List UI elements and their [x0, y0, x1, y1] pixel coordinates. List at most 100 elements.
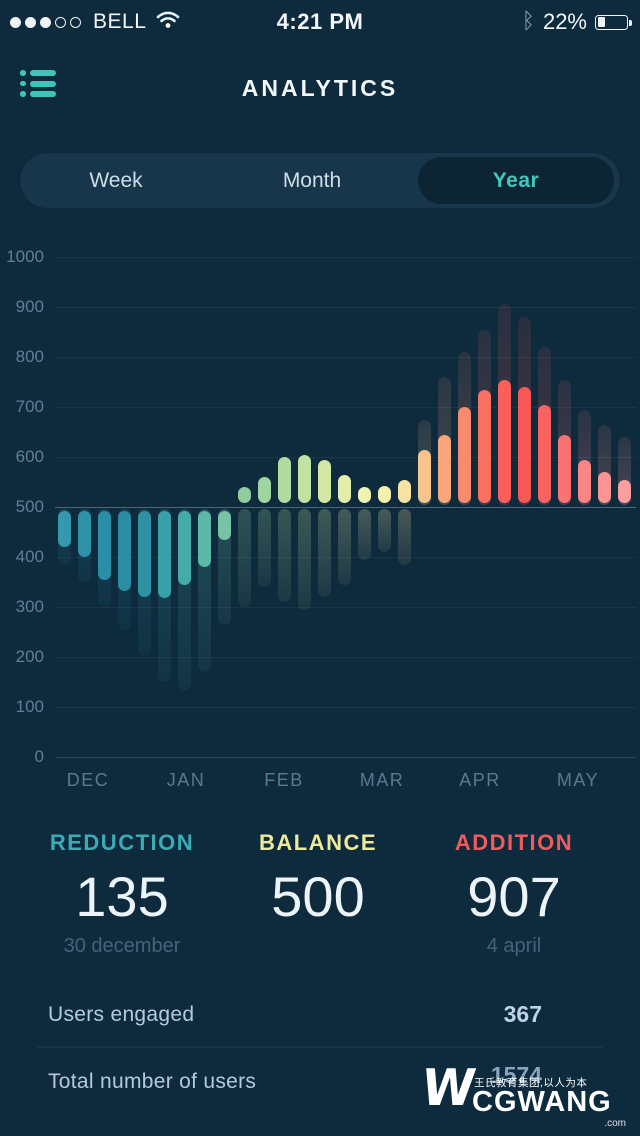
tab-month[interactable]: Month	[282, 168, 342, 192]
chart-bar	[97, 511, 111, 580]
x-axis-label: FEB	[264, 770, 304, 790]
y-axis-label: 600	[15, 447, 44, 466]
y-axis-label: 0	[34, 747, 44, 766]
signal-strength-icon	[10, 16, 81, 28]
chart-bar	[437, 434, 451, 503]
wifi-icon	[156, 11, 180, 34]
chart-bar	[197, 511, 211, 567]
users-engaged-value: 367	[503, 1001, 542, 1027]
y-axis-label: 500	[15, 497, 44, 516]
users-engaged-label: Users engaged	[48, 1003, 195, 1026]
chart-bar	[577, 459, 591, 503]
watermark: W 王氏教育集团,以人为本 CGWANG .com	[418, 1059, 632, 1132]
chart-bar	[597, 472, 611, 503]
battery-percent: 22%	[542, 9, 587, 34]
period-tabs: Week Month Year	[18, 151, 622, 210]
y-axis-label: 200	[15, 647, 44, 666]
x-axis-label: MAR	[359, 770, 405, 790]
total-users-value: 1574	[490, 1062, 542, 1088]
header: ANALYTICS	[0, 60, 640, 116]
stat-balance: BALANCE 500	[218, 830, 418, 935]
gridline	[55, 707, 636, 708]
chart-bar-ghost	[277, 509, 291, 602]
status-bar: BELL 4:21 PM ᛒ 22%	[0, 0, 640, 44]
chart-bar	[357, 487, 371, 503]
gridline	[55, 507, 636, 508]
chart-bar	[57, 511, 71, 547]
watermark-brand: CGWANG	[472, 1086, 612, 1118]
chart-bar-ghost	[357, 509, 371, 560]
chart-bar	[257, 477, 271, 503]
chart-bar	[277, 457, 291, 503]
stat-addition: ADDITION 907 4 april	[414, 830, 614, 958]
gridline	[55, 757, 636, 758]
menu-button[interactable]	[20, 70, 56, 106]
carrier-label: BELL	[93, 10, 147, 33]
x-axis-label: APR	[459, 770, 501, 790]
gridline	[55, 357, 636, 358]
chart-bar	[617, 479, 631, 503]
chart-bar	[117, 511, 131, 591]
gridline	[55, 307, 636, 308]
chart-bar	[397, 479, 411, 503]
chart-bar	[377, 486, 391, 503]
chart-bar-ghost	[297, 509, 311, 610]
x-axis-label: DEC	[66, 770, 110, 790]
gridline	[55, 607, 636, 608]
chart-bar	[217, 511, 231, 540]
total-users-label: Total number of users	[48, 1070, 257, 1093]
chart-bar	[537, 404, 551, 503]
chart-bar	[337, 474, 351, 503]
y-axis-label: 1000	[6, 247, 44, 266]
chart-bar	[177, 511, 191, 585]
chart-bar	[557, 434, 571, 503]
chart-bar	[497, 379, 511, 503]
watermark-domain: .com	[604, 1118, 626, 1129]
list-menu-icon	[20, 70, 56, 76]
stat-date: 30 december	[63, 935, 181, 957]
gridline	[55, 457, 636, 458]
gridline	[55, 657, 636, 658]
bluetooth-icon: ᛒ	[521, 9, 535, 34]
stat-label: REDUCTION	[49, 830, 195, 855]
analytics-bar-chart: 1000 900 800 700 600 500 400 300 200 100 0 DEC JAN FE…	[6, 247, 636, 790]
stat-value: 907	[467, 865, 561, 928]
x-axis-label: JAN	[166, 770, 206, 790]
gridline	[55, 557, 636, 558]
y-axis-label: 800	[15, 347, 44, 366]
chart-bar	[297, 454, 311, 503]
chart-bar-ghost	[257, 509, 271, 587]
y-axis-label: 700	[15, 397, 44, 416]
stat-value: 135	[75, 865, 169, 928]
gridline	[55, 257, 636, 258]
chart-bar	[77, 511, 91, 557]
y-axis-label: 400	[15, 547, 44, 566]
y-axis-label: 300	[15, 597, 44, 616]
chart-bar	[457, 407, 471, 503]
tab-year[interactable]: Year	[418, 157, 614, 204]
x-axis-label: MAY	[556, 770, 600, 790]
chart-bar	[417, 449, 431, 503]
battery-icon	[595, 14, 632, 30]
page-title: ANALYTICS	[241, 74, 399, 101]
chart-bar-ghost	[317, 509, 331, 597]
tab-week[interactable]: Week	[89, 168, 143, 192]
w-3d-logo-icon: W	[417, 1058, 480, 1118]
chart-bar	[137, 511, 151, 597]
chart-bar-ghost	[237, 509, 251, 607]
chart-bar	[317, 459, 331, 503]
watermark-tagline: 王氏教育集团,以人为本	[474, 1077, 588, 1089]
chart-bar-ghost	[337, 509, 351, 585]
chart-bar	[157, 511, 171, 598]
stat-label: ADDITION	[454, 830, 574, 855]
y-axis-label: 100	[15, 697, 44, 716]
y-axis-label: 900	[15, 297, 44, 316]
clock: 4:21 PM	[276, 9, 364, 34]
stat-label: BALANCE	[258, 830, 378, 855]
chart-bar	[517, 387, 531, 503]
gridline	[55, 407, 636, 408]
stat-date: 4 april	[486, 935, 542, 957]
stat-reduction: REDUCTION 135 30 december	[22, 830, 222, 958]
chart-bar	[477, 389, 491, 503]
